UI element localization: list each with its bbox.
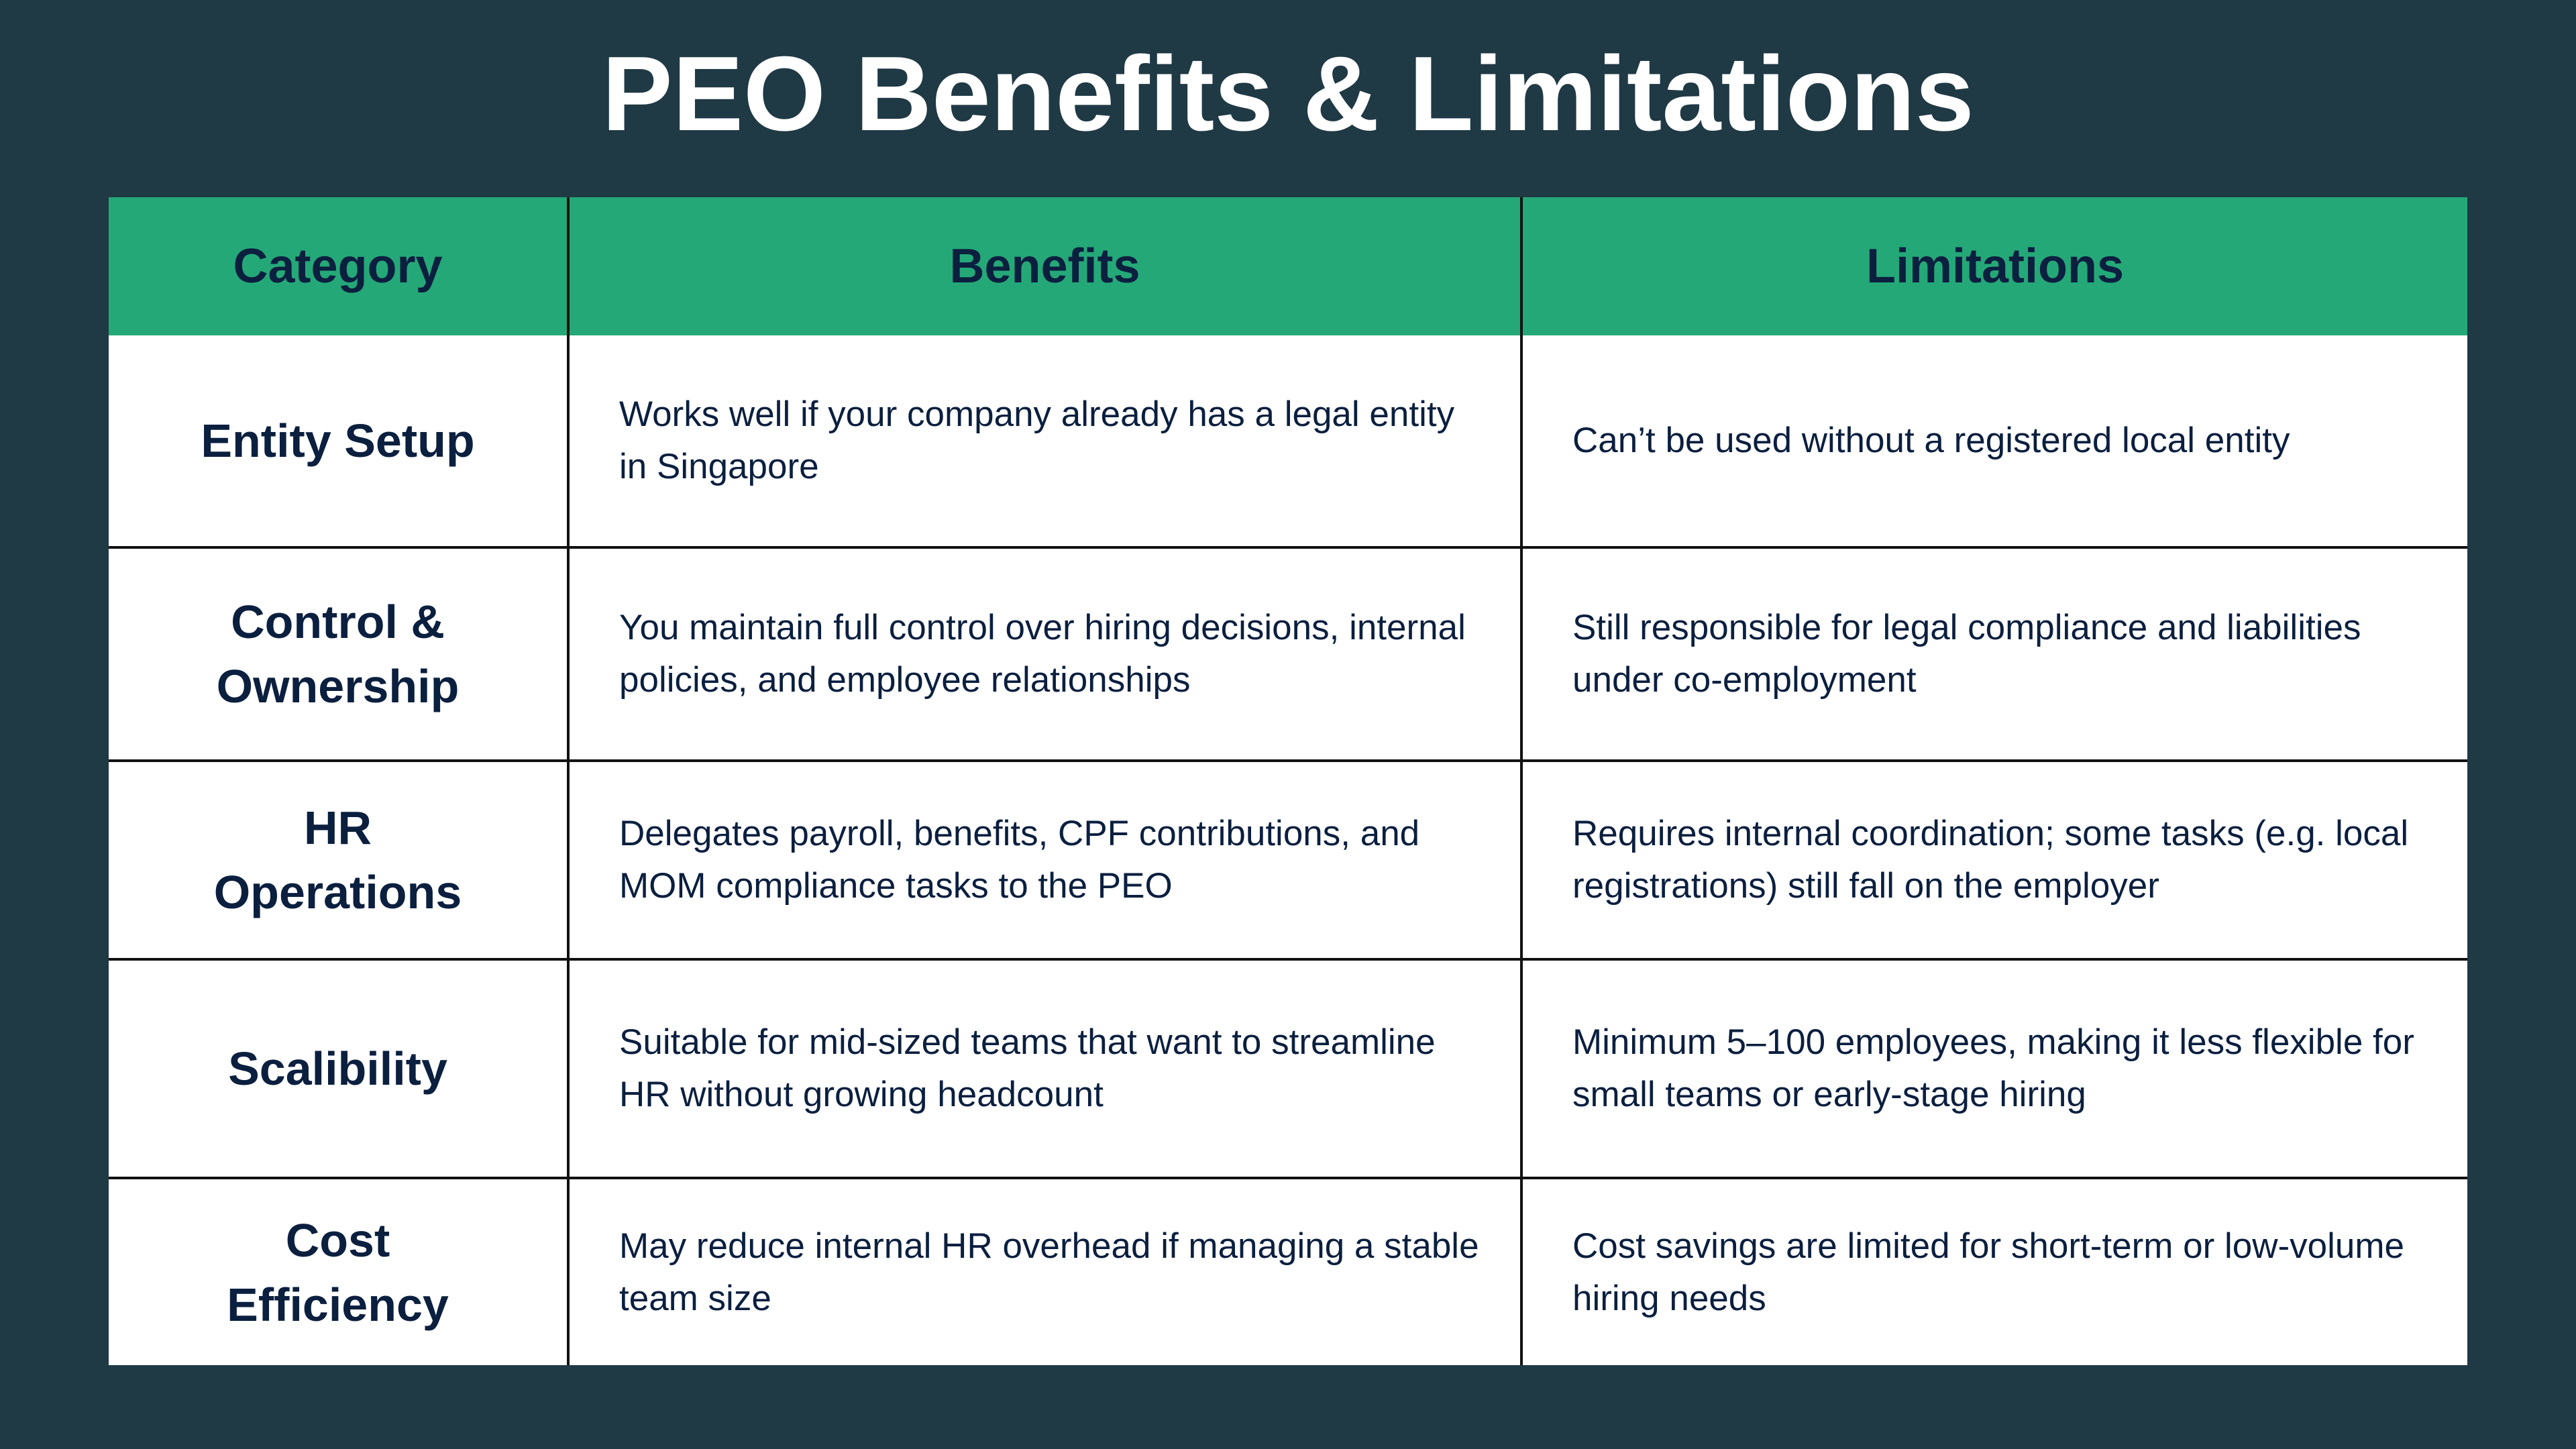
benefits-cell: May reduce internal HR overhead if manag… — [567, 1177, 1523, 1365]
header-category: Category — [109, 197, 570, 335]
limitations-cell: Can’t be used without a registered local… — [1520, 335, 2467, 549]
table-row: Entity Setup Works well if your company … — [109, 335, 2467, 549]
limitations-cell: Minimum 5–100 employees, making it less … — [1520, 958, 2467, 1179]
category-cell: Control & Ownership — [109, 546, 570, 762]
limitations-cell: Requires internal coordination; some tas… — [1520, 759, 2467, 961]
table-header-row: Category Benefits Limitations — [109, 197, 2467, 335]
limitations-cell: Cost savings are limited for short-term … — [1520, 1177, 2467, 1365]
header-benefits: Benefits — [567, 197, 1523, 335]
category-cell: HR Operations — [109, 759, 570, 961]
table-row: HR Operations Delegates payroll, benefit… — [109, 759, 2467, 961]
table-row: Control & Ownership You maintain full co… — [109, 546, 2467, 762]
category-cell: Scalibility — [109, 958, 570, 1179]
header-limitations: Limitations — [1520, 197, 2467, 335]
table-row: Cost Efficiency May reduce internal HR o… — [109, 1177, 2467, 1365]
benefits-cell: Delegates payroll, benefits, CPF contrib… — [567, 759, 1523, 961]
page-title: PEO Benefits & Limitations — [602, 35, 1974, 153]
benefits-cell: Works well if your company already has a… — [567, 335, 1523, 549]
benefits-cell: You maintain full control over hiring de… — [567, 546, 1523, 762]
comparison-table: Category Benefits Limitations Entity Set… — [109, 197, 2467, 1365]
limitations-cell: Still responsible for legal compliance a… — [1520, 546, 2467, 762]
category-cell: Cost Efficiency — [109, 1177, 570, 1365]
benefits-cell: Suitable for mid-sized teams that want t… — [567, 958, 1523, 1179]
category-cell: Entity Setup — [109, 335, 570, 549]
table-row: Scalibility Suitable for mid-sized teams… — [109, 958, 2467, 1179]
